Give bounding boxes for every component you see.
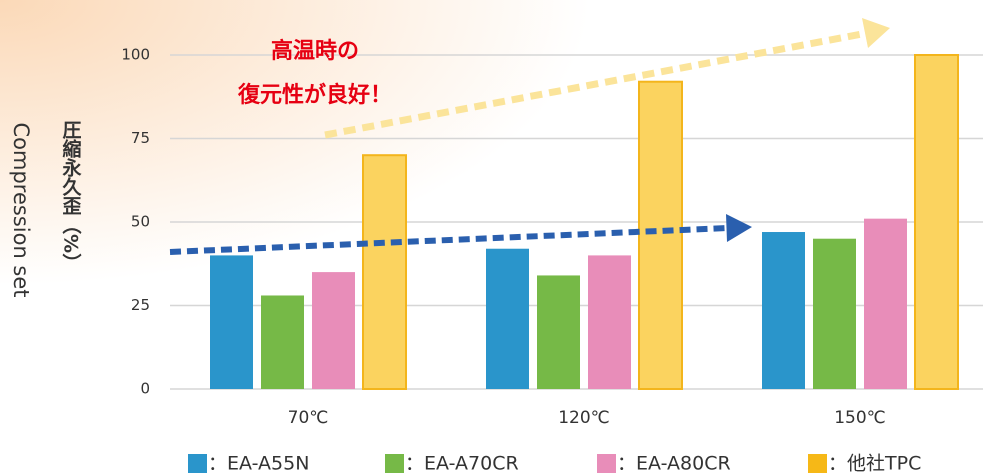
arrow-head [726, 214, 752, 242]
trend-arrow [169, 225, 729, 255]
bar [312, 272, 355, 389]
bar [486, 248, 529, 389]
y-tick-label: 50 [131, 213, 150, 231]
arrow-head [862, 18, 890, 48]
bar [813, 238, 856, 389]
legend-swatch [188, 454, 207, 473]
legend-label: ：EA-A55N [208, 453, 309, 475]
bar [261, 295, 304, 389]
y-axis-title-en: Compression set [9, 122, 33, 297]
bar [588, 255, 631, 389]
legend-swatch [808, 454, 827, 473]
x-tick-label: 70℃ [288, 408, 329, 428]
trend-arrow [324, 30, 863, 139]
y-axis-title: 圧縮永久歪（%） [60, 120, 83, 272]
y-tick-label: 100 [121, 46, 150, 64]
bar [362, 154, 407, 390]
legend-label: ：EA-A80CR [617, 453, 731, 475]
bar [638, 80, 683, 390]
legend-label: ：他社TPC [828, 453, 921, 475]
bar [210, 255, 253, 389]
x-tick-label: 150℃ [834, 408, 886, 428]
bar [762, 232, 805, 389]
annotation: 復元性が良好！ [237, 82, 392, 108]
bar [914, 54, 959, 390]
bar [537, 275, 580, 389]
y-tick-label: 75 [131, 129, 150, 147]
annotation: 高温時の [271, 38, 359, 64]
legend-swatch [385, 454, 404, 473]
y-tick-label: 25 [131, 296, 150, 314]
x-tick-label: 120℃ [558, 408, 610, 428]
y-tick-label: 0 [140, 380, 150, 398]
legend-swatch [597, 454, 616, 473]
bar [864, 218, 907, 389]
legend-label: ：EA-A70CR [405, 453, 519, 475]
